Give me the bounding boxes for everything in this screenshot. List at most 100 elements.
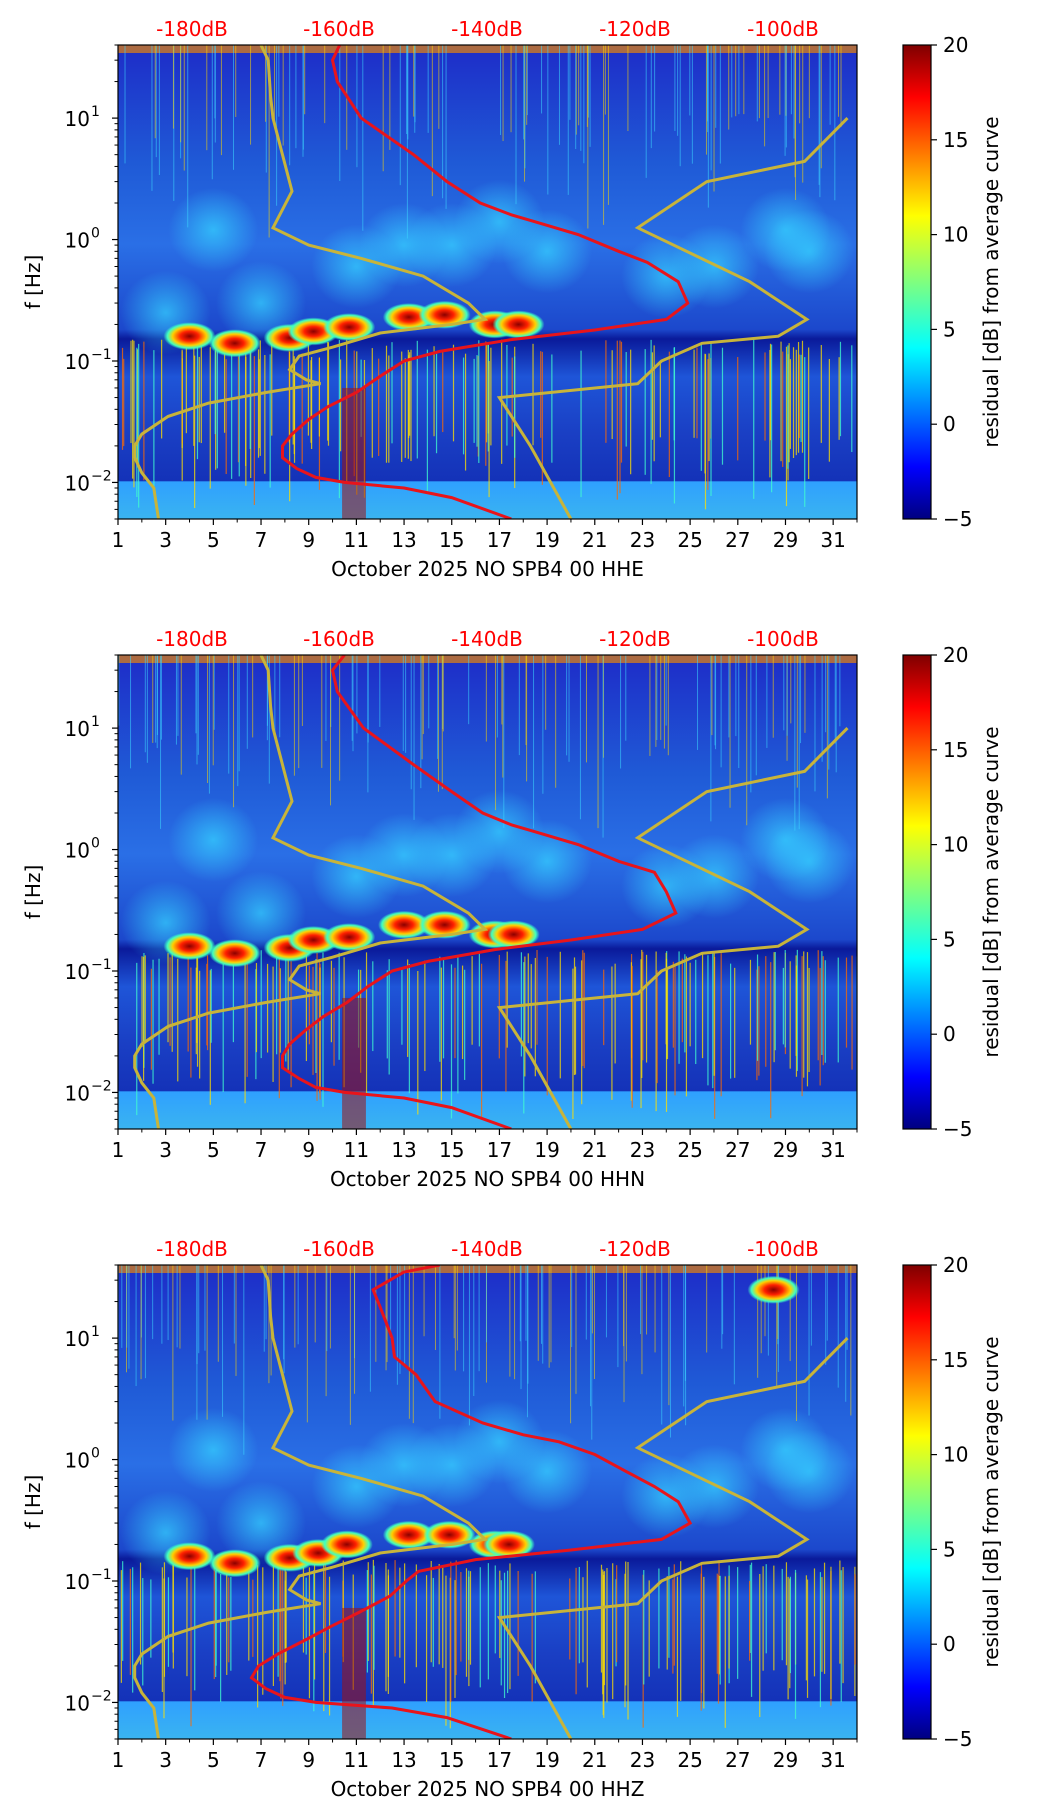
storm-hotspot bbox=[323, 923, 376, 952]
y-tick-label: 10 bbox=[65, 1691, 90, 1715]
storm-hotspot bbox=[163, 1542, 216, 1571]
storm-hotspot bbox=[747, 1275, 800, 1304]
db-label: -140dB bbox=[451, 627, 523, 651]
y-tick-label: 10 bbox=[65, 960, 90, 984]
y-tick-exponent: −1 bbox=[91, 1567, 112, 1583]
colorbar-label: residual [dB] from average curve bbox=[979, 726, 1003, 1057]
x-tick-label: 27 bbox=[725, 1748, 750, 1772]
storm-hotspot bbox=[378, 910, 431, 939]
y-tick-label: 10 bbox=[65, 1081, 90, 1105]
x-tick-label: 7 bbox=[255, 1748, 268, 1772]
colorbar-frame bbox=[902, 44, 932, 520]
storm-hotspot bbox=[487, 920, 540, 949]
y-tick-exponent: 1 bbox=[91, 104, 100, 120]
colorbar-tick-label: 0 bbox=[943, 412, 956, 436]
x-tick-label: 17 bbox=[487, 1748, 512, 1772]
colorbar-tick-label: −5 bbox=[943, 1117, 972, 1141]
x-tick-label: 11 bbox=[344, 528, 369, 552]
colorbar-tick-label: 0 bbox=[943, 1022, 956, 1046]
colorbar-tick-label: 20 bbox=[943, 643, 968, 667]
y-tick-exponent: −2 bbox=[91, 1688, 112, 1704]
event-column bbox=[342, 387, 366, 519]
x-tick-label: 1 bbox=[112, 528, 125, 552]
db-label: -120dB bbox=[599, 627, 671, 651]
x-tick-label: 21 bbox=[582, 1748, 607, 1772]
x-tick-label: 19 bbox=[534, 1138, 559, 1162]
y-tick-base: 10 bbox=[65, 1691, 90, 1715]
y-tick-label: 10 bbox=[65, 350, 90, 374]
x-tick-label: 21 bbox=[582, 1138, 607, 1162]
x-tick-label: 5 bbox=[207, 1138, 220, 1162]
db-label: -100dB bbox=[747, 17, 819, 41]
x-tick-label: 21 bbox=[582, 528, 607, 552]
db-label: -120dB bbox=[599, 1237, 671, 1261]
x-tick-label: 25 bbox=[677, 1138, 702, 1162]
y-tick-exponent: 1 bbox=[91, 1324, 100, 1340]
high-noise-model-curve bbox=[496, 727, 849, 1129]
x-tick-label: 31 bbox=[820, 1138, 845, 1162]
y-tick-label: 10 bbox=[65, 839, 90, 863]
x-tick-label: 1 bbox=[112, 1138, 125, 1162]
microseism-glow bbox=[168, 797, 259, 882]
db-label: -160dB bbox=[303, 17, 375, 41]
low-noise-model-curve bbox=[133, 1265, 489, 1739]
microseism-glow bbox=[740, 1407, 831, 1492]
x-tick-label: 17 bbox=[487, 1138, 512, 1162]
x-tick-label: 23 bbox=[630, 528, 655, 552]
microseism-glow bbox=[216, 871, 307, 956]
colorbar-tick-label: 10 bbox=[943, 833, 968, 857]
x-tick-label: 23 bbox=[630, 1748, 655, 1772]
microseism-glow bbox=[216, 1481, 307, 1566]
colorbar-frame bbox=[902, 1264, 932, 1740]
x-tick-label: 17 bbox=[487, 528, 512, 552]
y-tick-label: 10 bbox=[65, 1449, 90, 1473]
microseism-glow bbox=[668, 834, 759, 919]
storm-hotspot bbox=[163, 322, 216, 351]
microseism-glow bbox=[740, 187, 831, 272]
db-label: -180dB bbox=[156, 17, 228, 41]
y-tick-label: 10 bbox=[65, 717, 90, 741]
x-tick-label: 25 bbox=[677, 528, 702, 552]
storm-hotspot bbox=[418, 300, 471, 329]
y-tick-base: 10 bbox=[65, 960, 90, 984]
high-noise-model-curve bbox=[496, 117, 849, 519]
colorbar-label: residual [dB] from average curve bbox=[979, 116, 1003, 447]
x-tick-label: 13 bbox=[391, 528, 416, 552]
x-tick-label: 9 bbox=[302, 528, 315, 552]
average-noise-curve bbox=[281, 655, 678, 1129]
colorbar-tick-label: −5 bbox=[943, 507, 972, 531]
y-tick-label: 10 bbox=[65, 1570, 90, 1594]
x-tick-label: 5 bbox=[207, 1748, 220, 1772]
y-axis-label: f [Hz] bbox=[21, 1475, 45, 1530]
plot-frame bbox=[117, 44, 858, 520]
storm-hotspot bbox=[320, 1530, 373, 1559]
y-tick-exponent: −1 bbox=[91, 957, 112, 973]
storm-hotspot bbox=[208, 939, 261, 968]
y-tick-label: 10 bbox=[65, 471, 90, 495]
x-tick-label: 31 bbox=[820, 1748, 845, 1772]
microseism-glow bbox=[740, 797, 831, 882]
y-tick-exponent: −2 bbox=[91, 468, 112, 484]
y-tick-exponent: 0 bbox=[91, 226, 100, 242]
x-tick-label: 23 bbox=[630, 1138, 655, 1162]
event-column bbox=[342, 1607, 366, 1739]
plot-frame bbox=[117, 1264, 858, 1740]
x-tick-label: 29 bbox=[773, 528, 798, 552]
y-tick-label: 10 bbox=[65, 107, 90, 131]
storm-hotspot bbox=[208, 329, 261, 358]
plot-frame bbox=[117, 654, 858, 1130]
y-tick-base: 10 bbox=[65, 1449, 90, 1473]
storm-hotspot bbox=[163, 932, 216, 961]
storm-hotspot bbox=[492, 310, 545, 339]
db-label: -100dB bbox=[747, 627, 819, 651]
x-tick-label: 15 bbox=[439, 1138, 464, 1162]
colorbar: 20 15 10 5 0 −5 residual [dB] from average cur… bbox=[902, 643, 1003, 1141]
x-tick-label: 27 bbox=[725, 1138, 750, 1162]
microseism-glow bbox=[216, 261, 307, 346]
y-tick-label: 10 bbox=[65, 229, 90, 253]
x-tick-label: 13 bbox=[391, 1138, 416, 1162]
spectrogram-area bbox=[118, 1265, 857, 1739]
y-tick-base: 10 bbox=[65, 717, 90, 741]
